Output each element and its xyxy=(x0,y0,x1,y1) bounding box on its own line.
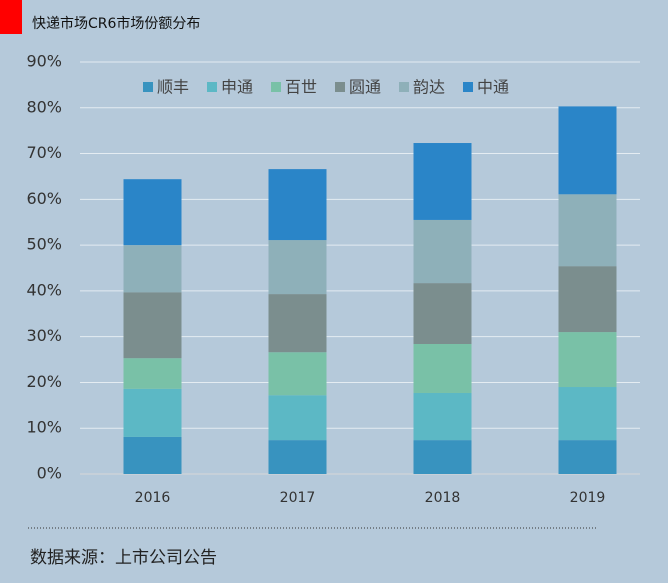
bar-segment xyxy=(123,436,182,474)
y-tick-label: 20% xyxy=(26,372,62,391)
x-tick-label: 2017 xyxy=(280,490,316,506)
y-tick-label: 0% xyxy=(37,464,62,483)
y-tick-label: 60% xyxy=(26,189,62,208)
legend-label: 韵达 xyxy=(413,78,445,97)
y-tick-label: 90% xyxy=(26,52,62,71)
bar-segment xyxy=(268,240,327,295)
y-tick-label: 30% xyxy=(26,326,62,345)
bar-segment xyxy=(558,194,617,267)
y-tick-label: 80% xyxy=(26,97,62,116)
bar-segment xyxy=(558,387,617,441)
x-tick-label: 2016 xyxy=(135,490,171,506)
y-tick-label: 70% xyxy=(26,143,62,162)
bar-segment xyxy=(123,358,182,389)
legend-label: 申通 xyxy=(221,78,253,97)
bar-segment xyxy=(268,395,327,441)
bar-segment xyxy=(268,352,327,396)
legend-label: 百世 xyxy=(285,78,317,97)
legend-swatch xyxy=(463,82,473,92)
bar-segment xyxy=(268,294,327,353)
bar-segment xyxy=(123,388,182,437)
legend-label: 顺丰 xyxy=(157,78,189,97)
legend-swatch xyxy=(271,82,281,92)
bar-segment xyxy=(413,143,472,220)
bar-segment xyxy=(123,245,182,293)
bar-segment xyxy=(123,179,182,246)
y-tick-label: 50% xyxy=(26,235,62,254)
bar-segment xyxy=(413,219,472,284)
bar-segment xyxy=(413,343,472,393)
legend-swatch xyxy=(335,82,345,92)
legend-swatch xyxy=(143,82,153,92)
y-tick-label: 40% xyxy=(26,280,62,299)
bar-segment xyxy=(123,292,182,359)
bar-segment xyxy=(558,106,617,195)
title-marker xyxy=(0,0,22,34)
bar-segment xyxy=(413,283,472,344)
bar-segment xyxy=(558,266,617,333)
bar-segment xyxy=(413,392,472,441)
chart-title: 快递市场CR6市场份额分布 xyxy=(32,15,200,32)
legend-swatch xyxy=(207,82,217,92)
bar-segment xyxy=(558,440,617,474)
y-tick-label: 10% xyxy=(26,418,62,437)
bar-segment xyxy=(268,169,327,241)
legend-swatch xyxy=(399,82,409,92)
bar-segment xyxy=(268,440,327,474)
legend-label: 中通 xyxy=(477,78,509,97)
source-note: 数据来源：上市公司公告 xyxy=(30,548,217,568)
legend-label: 圆通 xyxy=(349,78,381,97)
bar-segment xyxy=(413,440,472,474)
x-tick-label: 2019 xyxy=(570,490,606,506)
x-tick-label: 2018 xyxy=(425,490,461,506)
bar-segment xyxy=(558,332,617,388)
